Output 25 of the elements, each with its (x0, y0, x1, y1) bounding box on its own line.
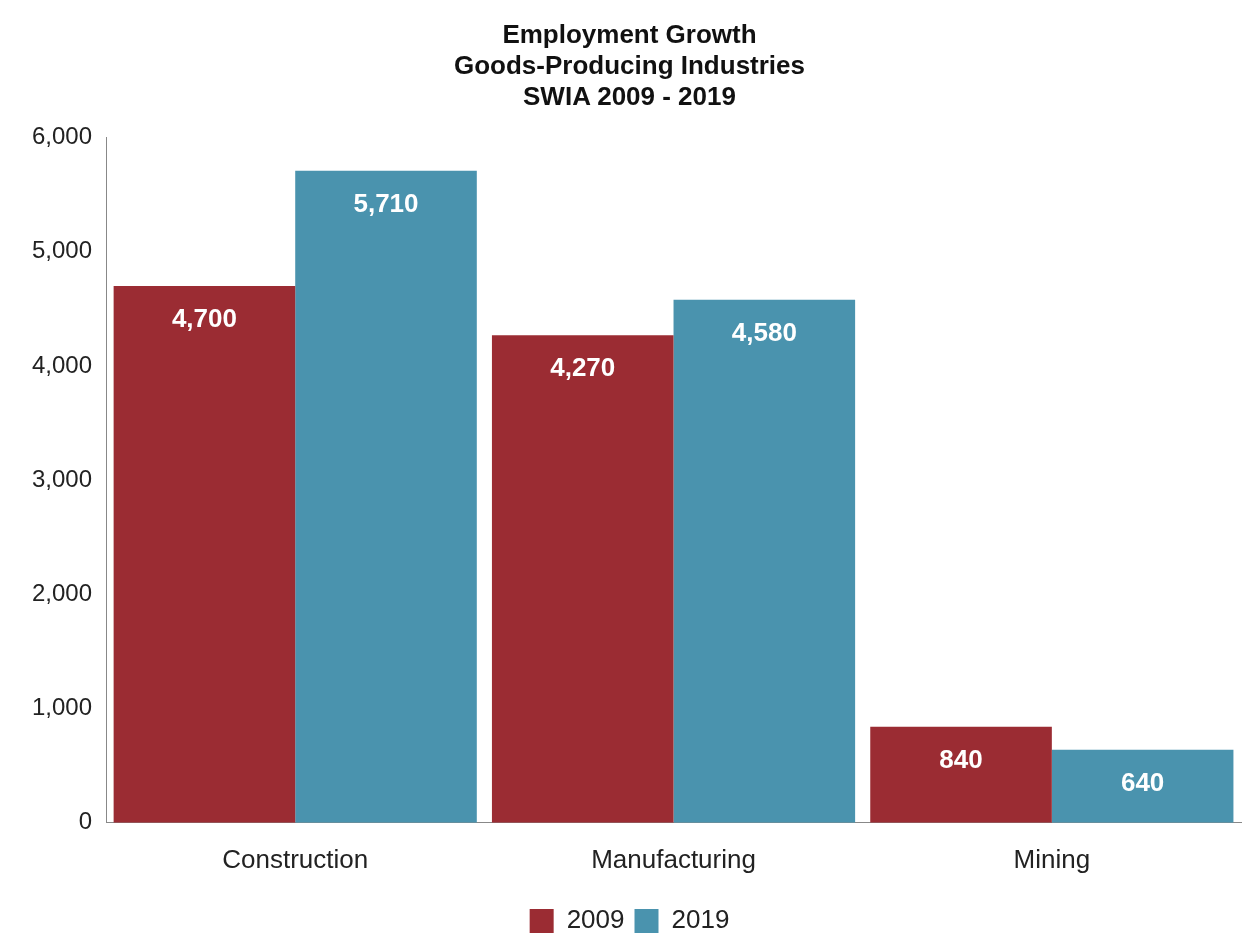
y-tick-label: 3,000 (32, 464, 93, 492)
y-tick-label: 2,000 (32, 579, 93, 607)
y-tick-label: 6,000 (32, 122, 93, 150)
bar (491, 335, 674, 823)
chart-title: Employment Growth Goods-Producing Industries SWIA 2009 - 2019 (453, 18, 806, 112)
data-label: 5,710 (353, 187, 419, 218)
data-label: 4,270 (550, 352, 616, 383)
bar (673, 299, 856, 823)
bar (295, 170, 477, 823)
data-label: 840 (939, 744, 983, 775)
data-label: 640 (1120, 766, 1165, 797)
y-tick-label: 5,000 (32, 236, 93, 264)
legend-label: 2009 (566, 904, 625, 935)
data-label: 4,580 (731, 316, 797, 347)
data-label: 4,700 (171, 303, 237, 334)
y-tick-label: 1,000 (32, 693, 93, 721)
x-tick-label: Construction (222, 843, 369, 874)
y-tick-label: 4,000 (32, 350, 93, 378)
x-tick-label: Mining (1013, 843, 1091, 874)
legend-label: 2019 (671, 904, 730, 935)
bar (1051, 749, 1234, 823)
x-tick-label: Manufacturing (591, 843, 756, 874)
bar (113, 286, 296, 823)
y-tick-label: 0 (78, 807, 93, 835)
bar (870, 726, 1052, 823)
